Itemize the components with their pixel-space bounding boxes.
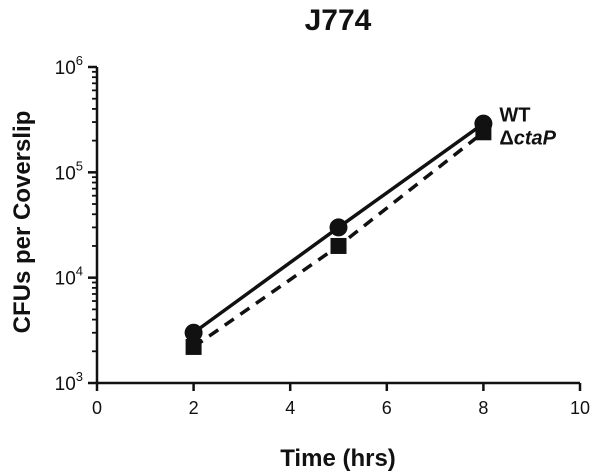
x-tick-label: 6: [382, 398, 392, 418]
x-axis-label: Time (hrs): [280, 445, 396, 472]
chart-title: J774: [305, 4, 372, 37]
data-point-square: [185, 338, 202, 355]
legend-label-1: WT: [499, 105, 530, 127]
legend-label-2: ΔctaP: [499, 127, 556, 149]
series-layer: [184, 114, 493, 355]
y-tick-label: 103: [55, 369, 83, 395]
data-point-square: [330, 237, 347, 254]
series-1: [184, 114, 493, 342]
data-point-circle: [329, 218, 348, 237]
data-point-circle: [184, 323, 203, 342]
x-tick-label: 4: [285, 398, 295, 418]
y-tick-label: 106: [55, 53, 83, 79]
y-axis-label: CFUs per Coverslip: [9, 111, 36, 334]
y-tick-label: 104: [55, 264, 83, 290]
x-tick-label: 2: [189, 398, 199, 418]
x-tick-label: 8: [478, 398, 488, 418]
data-point-square: [475, 124, 492, 141]
x-tick-label: 10: [570, 398, 590, 418]
y-tick-label: 105: [55, 158, 83, 184]
axes: 0 2 4 6 8 10 103 104 105 106: [55, 53, 590, 418]
x-tick-label: 0: [92, 398, 102, 418]
series-2: [185, 124, 492, 355]
